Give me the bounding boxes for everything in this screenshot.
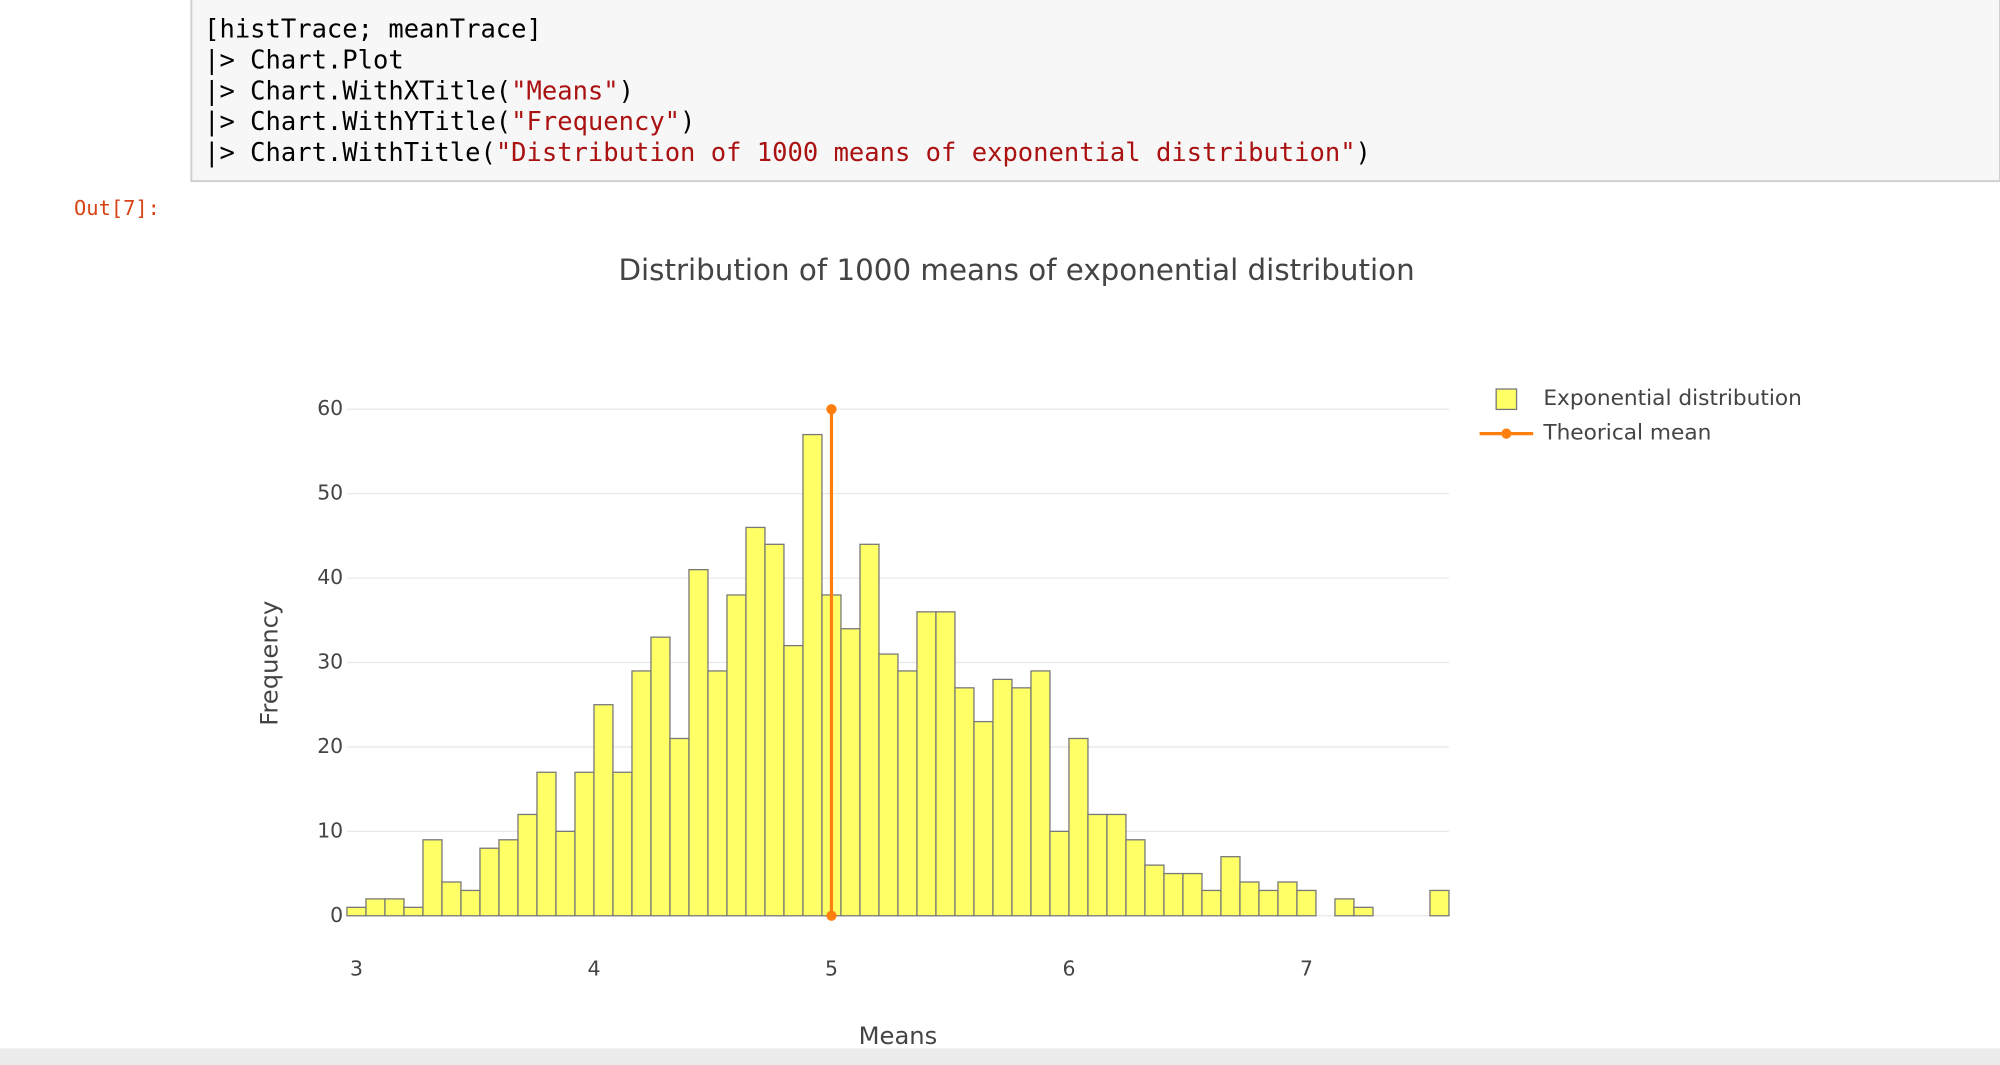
histogram-bar — [536, 771, 557, 917]
x-tick-label: 7 — [1300, 956, 1313, 980]
histogram-bar — [1106, 813, 1127, 917]
histogram-bar — [403, 906, 424, 917]
histogram-bar — [859, 543, 880, 917]
histogram-bar — [916, 611, 937, 917]
y-tick-label: 60 — [317, 396, 343, 420]
code-token: "Distribution of 1000 means of exponenti… — [496, 138, 1356, 168]
legend-swatch — [1495, 388, 1518, 411]
histogram-bar — [992, 678, 1013, 917]
output-prompt: Out[7]: — [74, 196, 160, 220]
histogram-bar — [498, 839, 519, 917]
histogram-bar — [1220, 856, 1241, 917]
histogram-bar — [650, 636, 671, 917]
code-text: [histTrace; meanTrace]|> Chart.Plot|> Ch… — [204, 15, 1371, 168]
histogram-bar — [726, 594, 747, 917]
x-tick-label: 4 — [587, 956, 600, 980]
code-token: "Frequency" — [511, 107, 680, 137]
histogram-bar — [954, 687, 975, 917]
x-tick-label: 6 — [1062, 956, 1075, 980]
histogram-bar — [460, 889, 481, 917]
x-tick-label: 3 — [350, 956, 363, 980]
y-tick-label: 40 — [317, 565, 343, 589]
histogram-bar — [365, 898, 386, 917]
legend-marker — [1501, 428, 1512, 439]
histogram-bar — [479, 847, 500, 917]
histogram-bar — [840, 628, 861, 917]
y-tick-label: 0 — [330, 903, 343, 927]
histogram-bar — [1125, 839, 1146, 917]
histogram-bar — [1258, 889, 1279, 917]
code-cell[interactable] — [190, 0, 2000, 183]
histogram-bar — [422, 839, 443, 917]
histogram-bar — [878, 653, 899, 917]
plot-area: 0 10 20 30 40 50 60 3 4 5 6 7 Exponential distributi… — [317, 386, 1802, 980]
histogram-bar — [745, 526, 766, 917]
histogram-bar — [1429, 889, 1450, 917]
legend-label: Exponential distribution — [1543, 386, 1802, 411]
histogram-bar — [384, 898, 405, 917]
histogram-bar — [1277, 881, 1298, 917]
x-tick-label: 5 — [825, 956, 838, 980]
histogram-bar — [574, 771, 595, 917]
code-line: |> Chart.WithXTitle("Means") — [204, 76, 634, 106]
mean-marker — [826, 910, 837, 921]
code-token: ) — [619, 76, 634, 106]
y-tick-label: 50 — [317, 481, 343, 505]
histogram-bar — [783, 644, 804, 917]
y-tick-label: 10 — [317, 818, 343, 842]
code-token: ) — [1356, 138, 1371, 168]
histogram-bar — [1068, 737, 1089, 917]
histogram-bar — [1049, 830, 1070, 917]
code-token: ) — [680, 107, 695, 137]
x-axis-title: Means — [859, 1022, 938, 1050]
code-line: |> Chart.WithTitle("Distribution of 1000… — [204, 138, 1371, 168]
histogram-bar — [897, 670, 918, 917]
y-tick-label: 30 — [317, 650, 343, 674]
histogram-bar — [441, 881, 462, 917]
histogram-bar — [1087, 813, 1108, 917]
histogram-bar — [1334, 898, 1355, 917]
histogram-bar — [593, 704, 614, 917]
histogram-bar — [1239, 881, 1260, 917]
histogram-bar — [707, 670, 728, 917]
histogram-bar — [764, 543, 785, 917]
histogram-bar — [688, 569, 709, 917]
histogram-bar — [1353, 906, 1374, 917]
bottom-bar — [0, 1048, 2000, 1065]
histogram-bar — [1030, 670, 1051, 917]
code-token: |> Chart.Plot — [204, 45, 404, 75]
histogram-bar — [802, 433, 823, 917]
histogram-bar — [612, 771, 633, 917]
histogram-bar — [1182, 872, 1203, 917]
histogram-bar — [1296, 889, 1317, 917]
histogram-bar — [935, 611, 956, 917]
code-token: |> Chart.WithXTitle( — [204, 76, 511, 106]
histogram-bar — [346, 906, 367, 917]
code-token: |> Chart.WithTitle( — [204, 138, 496, 168]
histogram-bar — [1011, 687, 1032, 917]
code-line: |> Chart.Plot — [204, 45, 404, 75]
histogram-bar — [1201, 889, 1222, 917]
histogram-bar — [973, 720, 994, 917]
code-token: "Means" — [511, 76, 618, 106]
y-axis-title: Frequency — [255, 601, 283, 726]
histogram-bar — [1144, 864, 1165, 917]
code-line: |> Chart.WithYTitle("Frequency") — [204, 107, 695, 137]
chart-title: Distribution of 1000 means of exponentia… — [618, 253, 1414, 287]
code-token: [histTrace; meanTrace] — [204, 15, 542, 45]
code-token: |> Chart.WithYTitle( — [204, 107, 511, 137]
mean-marker — [826, 404, 837, 415]
y-tick-label: 20 — [317, 734, 343, 758]
histogram-bar — [669, 737, 690, 917]
code-line: [histTrace; meanTrace] — [204, 15, 542, 45]
histogram-bar — [555, 830, 576, 917]
histogram-bar — [1163, 872, 1184, 917]
histogram-bar — [517, 813, 538, 917]
legend-label: Theorical mean — [1542, 421, 1711, 446]
histogram-bar — [631, 670, 652, 917]
